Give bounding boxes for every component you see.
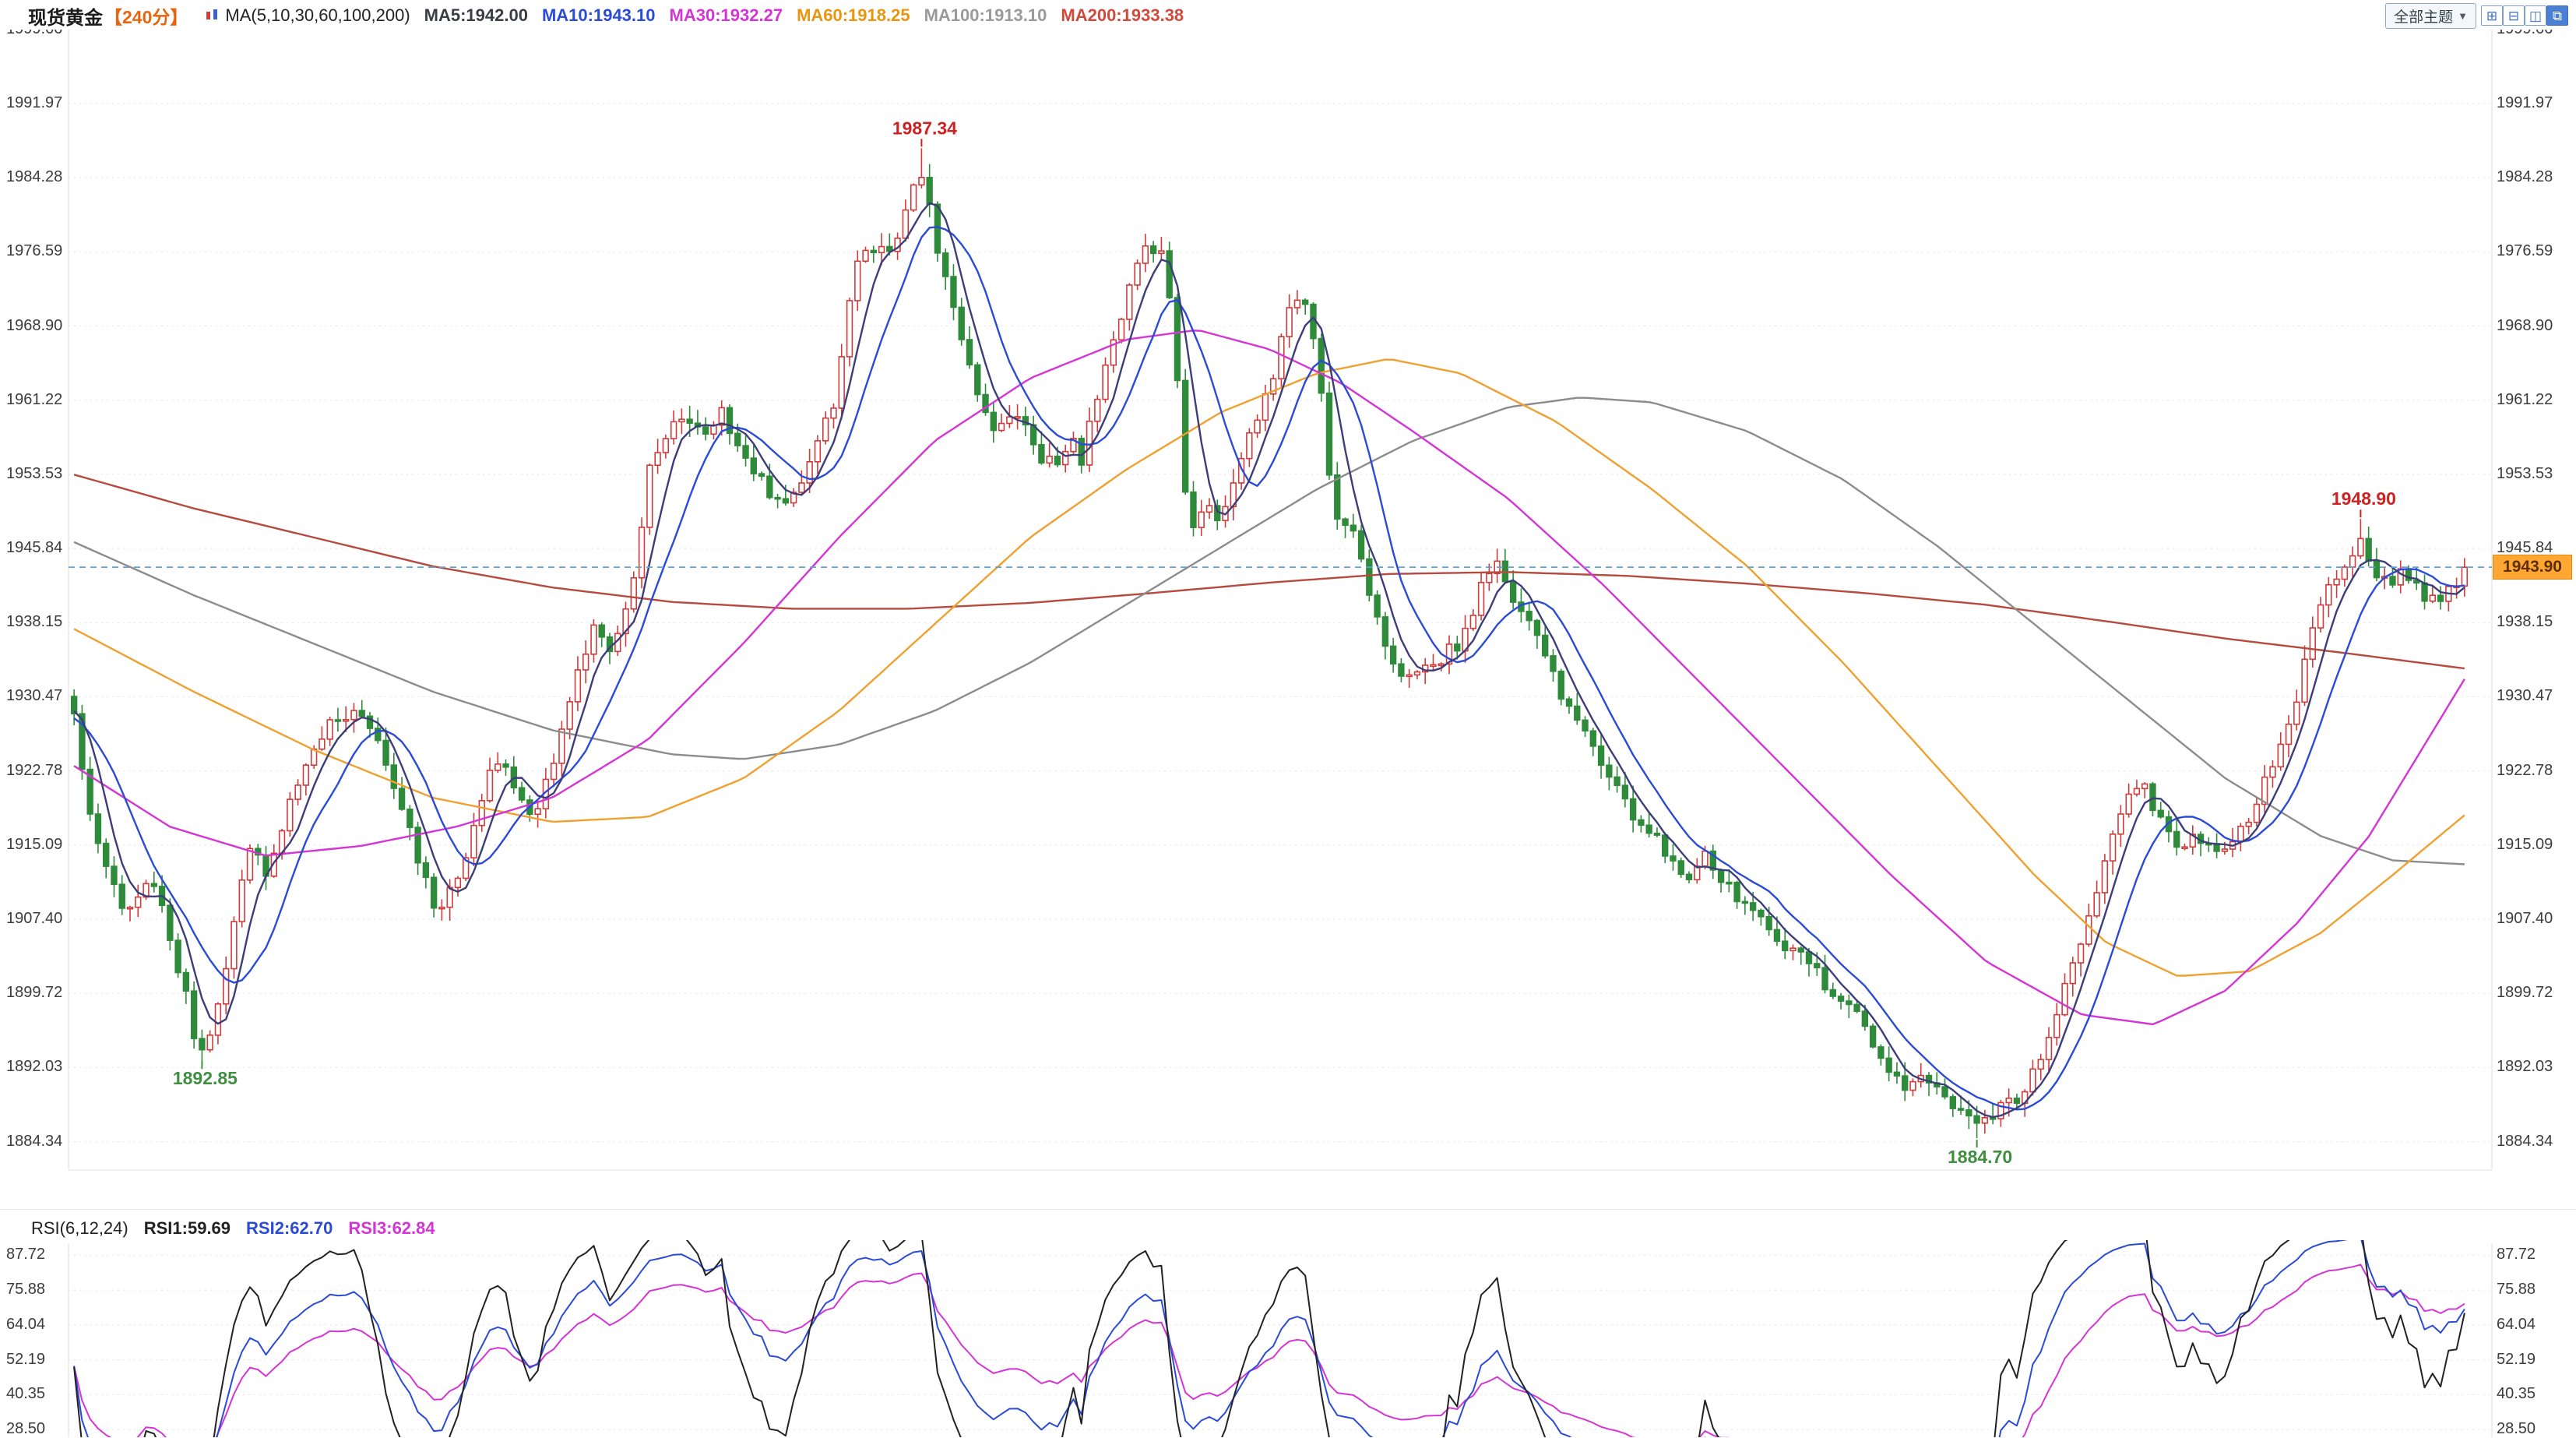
axis-tick-label: 1984.28 — [2497, 168, 2553, 186]
axis-tick-label: 1991.97 — [6, 93, 63, 111]
ma-value-ma10: MA10:1943.10 — [541, 5, 656, 25]
layout-maximize-icon[interactable]: ⧉ — [2546, 5, 2568, 26]
axis-tick-label: 1991.97 — [2497, 93, 2553, 111]
axis-tick-label: 1953.53 — [6, 464, 63, 482]
header-controls: 全部主题 ▼ ⊞ ⊟ ◫ ⧉ — [2385, 2, 2568, 29]
rsi-legend: RSI(6,12,24) RSI1:59.69 RSI2:62.70 RSI3:62… — [31, 1218, 435, 1239]
ma-value-ma30: MA30:1932.27 — [669, 5, 783, 25]
ma-overlays — [73, 202, 2465, 1119]
axis-tick-label: 75.88 — [2497, 1281, 2536, 1299]
axis-tick-label: 1938.15 — [2497, 613, 2553, 631]
last-price-tag: 1943.90 — [2493, 555, 2572, 580]
axis-tick-label: 1892.03 — [2497, 1058, 2553, 1076]
axis-tick-label: 1892.03 — [6, 1058, 63, 1076]
axis-tick-label: 1953.53 — [2497, 464, 2553, 482]
axis-tick-label: 1907.40 — [2497, 910, 2553, 928]
ma-values-row: MA5:1942.00 MA10:1943.10 MA30:1932.27 MA60:… — [410, 5, 1184, 26]
ma-value-ma5: MA5:1942.00 — [424, 5, 528, 25]
candlestick-series — [70, 148, 2469, 1139]
svg-text:1892.85: 1892.85 — [173, 1068, 238, 1088]
rsi-values-row: RSI1:59.69 RSI2:62.70 RSI3:62.84 — [144, 1218, 435, 1239]
rsi-value-rsi3: RSI3:62.84 — [348, 1218, 435, 1238]
axis-tick-label: 52.19 — [2497, 1350, 2536, 1368]
axis-tick-label: 87.72 — [6, 1246, 46, 1264]
axis-tick-label: 28.50 — [6, 1420, 46, 1438]
dropdown-arrow-icon: ▼ — [2458, 9, 2468, 22]
timeframe-label[interactable]: 【240分】 — [104, 7, 188, 27]
axis-tick-label: 1976.59 — [2497, 242, 2553, 260]
axis-tick-label: 64.04 — [2497, 1315, 2536, 1333]
axis-tick-label: 1968.90 — [2497, 316, 2553, 334]
axis-tick-label: 52.19 — [6, 1350, 46, 1368]
axis-tick-label: 1899.72 — [2497, 984, 2553, 1002]
axis-tick-label: 1899.72 — [6, 984, 63, 1002]
axis-tick-label: 1938.15 — [6, 613, 63, 631]
axis-tick-label: 40.35 — [2497, 1385, 2536, 1403]
layout-rows-icon[interactable]: ⊟ — [2503, 5, 2525, 26]
ma-value-ma100: MA100:1913.10 — [924, 5, 1047, 25]
rsi-value-rsi1: RSI1:59.69 — [143, 1218, 231, 1238]
theme-selector-button[interactable]: 全部主题 ▼ — [2385, 2, 2476, 29]
rsi-series — [73, 1240, 2465, 1437]
layout-icon-group: ⊞ ⊟ ◫ ⧉ — [2481, 5, 2568, 26]
axis-tick-label: 1884.34 — [6, 1132, 63, 1150]
pane-splitter[interactable] — [0, 1209, 2576, 1215]
axis-tick-label: 1945.84 — [6, 539, 63, 557]
axis-tick-label: 1915.09 — [2497, 835, 2553, 853]
right-price-axis: 1999.661991.971984.281976.591968.901961.… — [2497, 0, 2574, 1437]
ma-settings-label[interactable]: MA(5,10,30,60,100,200) — [225, 5, 410, 25]
axis-tick-label: 1961.22 — [6, 390, 63, 408]
ma-value-ma60: MA60:1918.25 — [797, 5, 910, 25]
layout-grid-icon[interactable]: ⊞ — [2481, 5, 2503, 26]
price-annotations: 1987.34 1892.85 1884.70 1948.90 — [173, 118, 2396, 1167]
axis-tick-label: 1968.90 — [6, 316, 63, 334]
ma-value-ma200: MA200:1933.38 — [1061, 5, 1184, 25]
axis-tick-label: 1922.78 — [2497, 761, 2553, 779]
svg-text:1884.70: 1884.70 — [1948, 1147, 2012, 1167]
axis-tick-label: 87.72 — [2497, 1246, 2536, 1264]
rsi-value-rsi2: RSI2:62.70 — [246, 1218, 333, 1238]
rsi-indicator-label[interactable]: RSI(6,12,24) — [31, 1218, 128, 1238]
axis-tick-label: 1945.84 — [2497, 539, 2553, 557]
axis-tick-label: 75.88 — [6, 1281, 46, 1299]
axis-tick-label: 1930.47 — [2497, 687, 2553, 705]
axis-tick-label: 1984.28 — [6, 168, 63, 186]
layout-columns-icon[interactable]: ◫ — [2525, 5, 2546, 26]
axis-tick-label: 1930.47 — [6, 687, 63, 705]
legend-left: 现货黄金 【240分】 MA(5,10,30,60,100,200) MA5:1… — [28, 2, 1184, 30]
axis-tick-label: 1961.22 — [2497, 390, 2553, 408]
axis-tick-label: 64.04 — [6, 1315, 46, 1333]
axis-tick-label: 28.50 — [2497, 1420, 2536, 1438]
axis-tick-label: 1884.34 — [2497, 1132, 2553, 1150]
axis-tick-label: 1976.59 — [6, 242, 63, 260]
ma-indicator-icon[interactable] — [205, 8, 220, 23]
theme-selector-label: 全部主题 — [2394, 9, 2454, 26]
svg-text:1987.34: 1987.34 — [892, 118, 957, 138]
svg-text:1948.90: 1948.90 — [2331, 488, 2396, 509]
axis-tick-label: 1922.78 — [6, 761, 63, 779]
axis-tick-label: 40.35 — [6, 1385, 46, 1403]
axis-tick-label: 1907.40 — [6, 910, 63, 928]
axis-tick-label: 1915.09 — [6, 835, 63, 853]
chart-header: 现货黄金 【240分】 MA(5,10,30,60,100,200) MA5:1… — [0, 0, 2576, 30]
instrument-name[interactable]: 现货黄金 — [28, 7, 103, 29]
left-price-axis: 1999.661991.971984.281976.591968.901961.… — [6, 0, 67, 1437]
